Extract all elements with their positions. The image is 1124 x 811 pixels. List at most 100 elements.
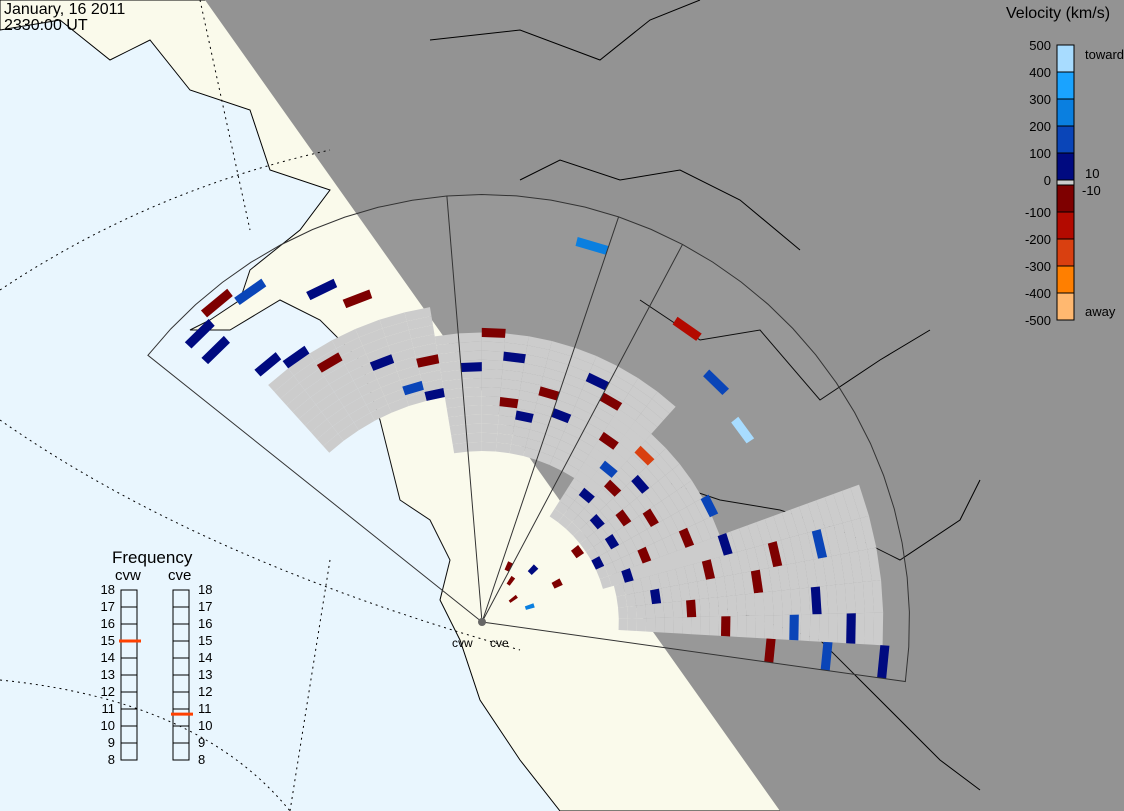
beam-boundary <box>446 195 483 623</box>
velocity-cell <box>578 487 595 504</box>
ground-scatter-cell <box>579 430 599 448</box>
ground-scatter-cell <box>481 414 499 425</box>
ground-scatter-cell <box>384 388 406 405</box>
ground-scatter-cell <box>413 343 438 357</box>
ground-scatter-cell <box>622 580 635 595</box>
ground-scatter-cell <box>831 554 845 585</box>
velocity-cell <box>820 641 833 671</box>
ground-scatter-cell <box>607 449 627 468</box>
ground-scatter-cell <box>274 375 300 399</box>
ground-scatter-cell <box>730 528 746 553</box>
ground-scatter-cell <box>377 371 401 388</box>
ground-scatter-cell <box>618 606 628 619</box>
velocity-cell <box>767 541 783 568</box>
ground-scatter-cell <box>599 551 613 566</box>
frequency-tick: 9 <box>107 735 115 750</box>
ground-scatter-cell <box>599 504 616 521</box>
ground-scatter-cell <box>340 345 367 365</box>
ground-scatter-cell <box>616 526 632 543</box>
ground-scatter-cell <box>481 441 497 452</box>
velocity-cell <box>598 431 619 450</box>
frequency-tick: 13 <box>198 667 213 682</box>
velocity-cell <box>524 603 535 610</box>
ground-scatter-cell <box>459 350 482 361</box>
ground-scatter-cell <box>391 347 416 363</box>
ground-scatter-cell <box>696 540 711 562</box>
ground-scatter-cell <box>481 350 504 361</box>
velocity-cell <box>551 408 572 424</box>
velocity-cell <box>599 392 623 411</box>
ground-scatter-cell <box>615 542 630 559</box>
ground-scatter-cell <box>497 415 516 427</box>
ground-scatter-cell <box>691 616 701 635</box>
ground-scatter-cell <box>344 354 370 373</box>
velocity-tick: 100 <box>1029 146 1051 161</box>
velocity-cell <box>631 474 650 494</box>
ground-scatter-cell <box>298 404 322 426</box>
velocity-cell <box>551 578 563 589</box>
ground-scatter-cell <box>571 406 593 423</box>
ground-scatter-cell <box>646 398 670 421</box>
frequency-tick: 11 <box>101 701 116 716</box>
ground-scatter-cell <box>452 442 468 454</box>
ground-scatter-cell <box>293 361 320 383</box>
ground-scatter-cell <box>400 374 423 389</box>
ground-scatter-cell <box>818 613 829 643</box>
ground-scatter-cell <box>610 572 623 586</box>
ground-scatter-cell <box>589 364 614 383</box>
ground-scatter-cell <box>636 604 647 619</box>
ground-scatter-cell <box>564 485 581 501</box>
ground-scatter-cell <box>361 387 385 405</box>
ground-scatter-cell <box>553 448 571 463</box>
ground-scatter-cell <box>634 591 646 606</box>
velocity-cell <box>499 397 519 409</box>
ground-scatter-cell <box>545 358 569 374</box>
ground-scatter-cell <box>618 401 641 421</box>
ground-scatter-cell <box>442 378 463 391</box>
ground-scatter-cell <box>833 490 852 524</box>
ground-scatter-cell <box>723 574 736 597</box>
ground-scatter-cell <box>280 382 305 406</box>
ground-scatter-cell <box>607 547 621 563</box>
ground-scatter-cell <box>613 583 626 597</box>
ground-scatter-cell <box>501 369 523 382</box>
ground-scatter-cell <box>693 561 707 582</box>
velocity-cell <box>306 278 338 301</box>
ground-scatter-cell <box>786 562 800 590</box>
velocity-cell <box>424 388 445 401</box>
ground-scatter-cell <box>613 408 636 428</box>
velocity-cell <box>604 533 620 550</box>
fan-boundary <box>147 193 910 683</box>
ground-scatter-cell <box>549 456 567 471</box>
ground-scatter-cell <box>763 591 774 616</box>
ground-scatter-cell <box>339 388 362 408</box>
ground-scatter-cell <box>404 307 432 322</box>
ground-scatter-cell <box>315 391 340 412</box>
ground-scatter-cell <box>336 337 363 357</box>
colorbar-segment <box>1056 265 1075 294</box>
ground-scatter-cell <box>827 613 838 643</box>
ground-scatter-cell <box>548 416 568 432</box>
ground-scatter-cell <box>560 431 580 447</box>
ground-scatter-cell <box>500 387 520 400</box>
ground-scatter-cell <box>465 423 482 434</box>
ground-scatter-cell <box>579 523 595 538</box>
radar-label-cvw: cvw <box>452 636 473 650</box>
ground-scatter-cell <box>813 557 827 587</box>
radar-fan-outline <box>147 193 910 683</box>
velocity-cell <box>789 614 799 641</box>
ground-scatter-cell <box>565 521 580 536</box>
ground-scatter-cell <box>864 612 875 645</box>
frequency-radar-cve: cve <box>168 567 192 584</box>
ground-scatter-cell <box>679 583 691 602</box>
ground-scatter-cell <box>662 535 677 555</box>
ground-scatter-cell <box>608 416 630 436</box>
ground-scatter-cell <box>688 581 700 601</box>
ground-scatter-cell <box>504 333 529 346</box>
ground-scatter-cell <box>798 532 814 562</box>
colorbar-segment <box>1056 152 1075 181</box>
velocity-cell <box>703 369 730 396</box>
ground-scatter-cell <box>679 547 694 567</box>
ground-scatter-cell <box>497 424 515 436</box>
ground-scatter-cell <box>366 395 388 413</box>
